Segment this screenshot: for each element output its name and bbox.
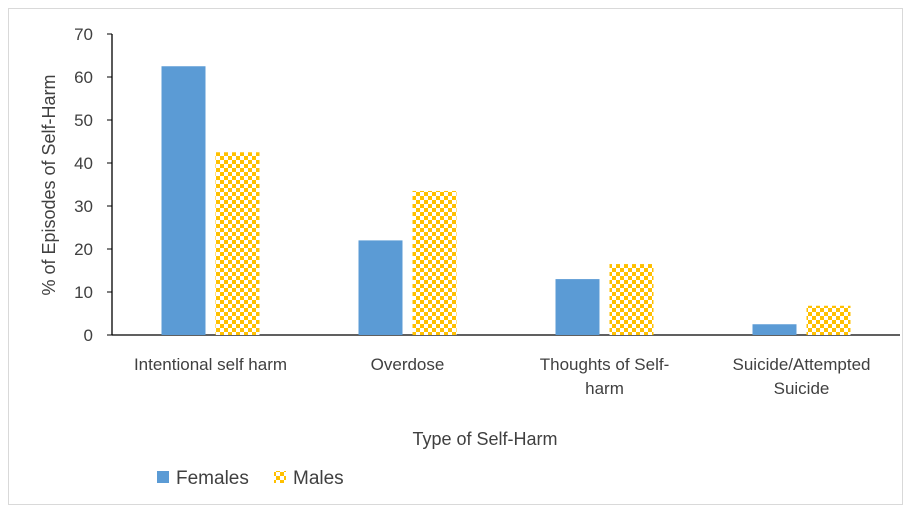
bar-females-4 [752,324,797,335]
legend-label-females: Females [176,468,249,489]
category-label: Overdose [371,355,445,374]
category-label: Suicide/Attempted [733,355,871,374]
y-tick-label: 60 [74,68,93,87]
category-label: Intentional self harm [134,355,287,374]
y-tick-label: 20 [74,240,93,259]
legend-swatch-males [274,471,286,483]
bar-females-1 [161,66,206,335]
y-tick-label: 0 [84,326,93,345]
y-tick-label: 30 [74,197,93,216]
category-label: Suicide [774,379,830,398]
y-tick-label: 70 [74,25,93,44]
bar-females-3 [555,279,600,335]
bar-females-2 [358,240,403,335]
bar-males-2 [412,190,457,335]
category-label: Thoughts of Self- [540,355,669,374]
bar-males-1 [215,152,260,335]
legend-label-males: Males [293,468,344,489]
bar-males-4 [806,305,851,335]
category-label: harm [585,379,624,398]
x-axis-title: Type of Self-Harm [412,429,557,449]
y-tick-label: 10 [74,283,93,302]
legend-swatch-females [157,471,169,483]
y-tick-label: 40 [74,154,93,173]
y-axis-title: % of Episodes of Self-Harm [39,74,59,295]
bar-males-3 [609,264,654,335]
y-tick-label: 50 [74,111,93,130]
